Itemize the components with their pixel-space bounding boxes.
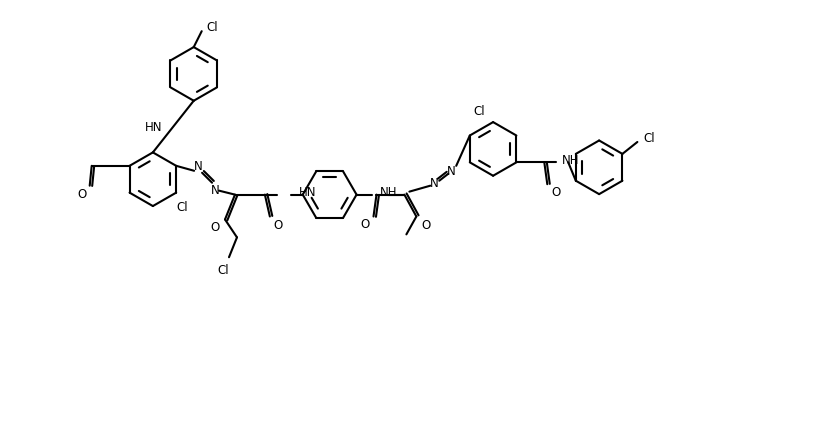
Text: Cl: Cl (177, 200, 188, 214)
Text: O: O (210, 221, 220, 233)
Text: O: O (77, 188, 87, 201)
Text: Cl: Cl (644, 131, 655, 144)
Text: NH: NH (380, 186, 397, 199)
Text: NH: NH (562, 154, 580, 166)
Text: N: N (211, 184, 219, 197)
Text: O: O (273, 218, 282, 231)
Text: Cl: Cl (474, 104, 485, 117)
Text: N: N (430, 177, 438, 190)
Text: HN: HN (145, 121, 162, 134)
Text: O: O (551, 185, 561, 198)
Text: N: N (447, 165, 456, 178)
Text: O: O (360, 218, 369, 230)
Text: N: N (194, 160, 203, 173)
Text: O: O (422, 218, 431, 231)
Text: Cl: Cl (207, 21, 218, 34)
Text: HN: HN (299, 186, 317, 199)
Text: Cl: Cl (218, 263, 229, 276)
